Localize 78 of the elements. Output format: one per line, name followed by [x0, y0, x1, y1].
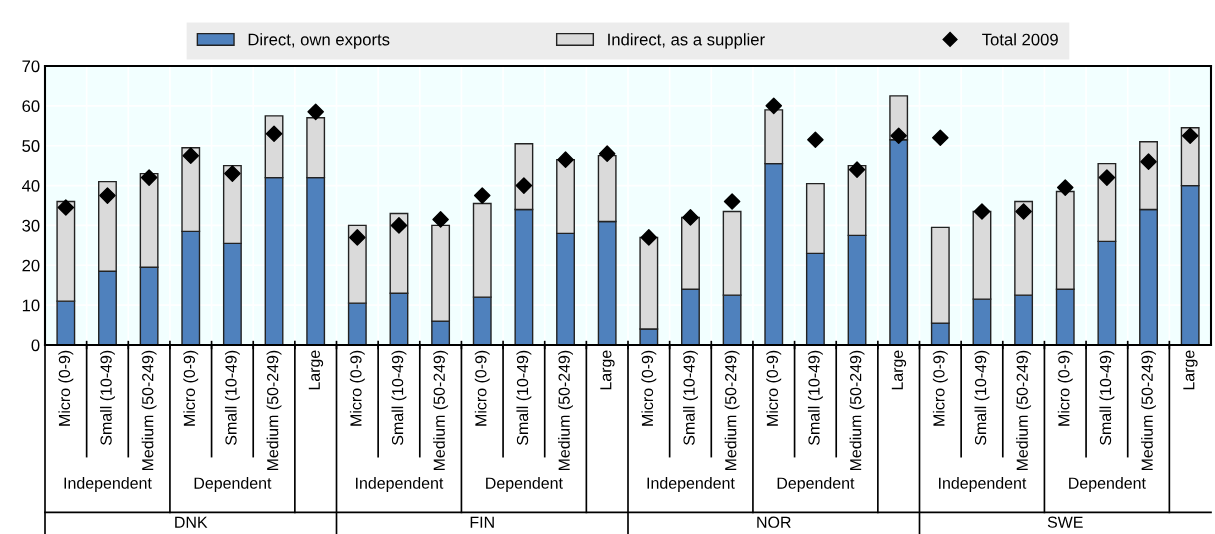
point: [224, 165, 241, 182]
point: [765, 97, 783, 115]
x-tick-label: Medium (50-249): [1016, 350, 1032, 471]
text: FIN: [470, 516, 494, 528]
x-tick-label: Micro (0-9): [58, 350, 74, 426]
x-tick-label: Micro (0-9): [349, 350, 365, 426]
point: [973, 203, 991, 220]
x-tick-label: Micro (0-9): [183, 350, 199, 426]
point: [182, 147, 200, 164]
point: [473, 187, 491, 204]
point: [1056, 179, 1074, 196]
point: [932, 129, 949, 147]
x-tick-label: Medium (50-249): [849, 350, 865, 471]
x-tick-label: Medium (50-249): [724, 350, 740, 471]
point: [640, 229, 658, 246]
point: [723, 193, 741, 210]
point: [682, 209, 699, 226]
x-tick-label: Medium (50-249): [433, 350, 449, 471]
legend-label: Total 2009: [982, 33, 1058, 46]
x-tick-label: Large: [308, 350, 324, 390]
x-tick-label: Small (10-49): [224, 350, 240, 445]
point: [99, 187, 116, 204]
point: [57, 199, 75, 216]
x-tick-label: Large: [891, 350, 907, 390]
x-tick-label: Large: [1183, 350, 1198, 390]
point: [432, 211, 449, 228]
x-tick-label: Micro (0-9): [766, 350, 782, 426]
x-tick-label: Small (10-49): [683, 350, 698, 445]
point: [349, 229, 366, 246]
point: [307, 103, 324, 121]
y-tick-label: 0: [31, 339, 40, 352]
x-tick-label: Small (10-49): [100, 350, 115, 445]
text: DNK: [175, 516, 208, 528]
y-tick-label: 60: [22, 100, 40, 113]
point: [390, 217, 408, 234]
text: Dependent: [1069, 477, 1146, 492]
x-tick-label: Small (10-49): [516, 350, 532, 445]
x-tick-label: Small (10-49): [391, 350, 407, 445]
text: Dependent: [194, 477, 272, 492]
point: [265, 125, 283, 143]
y-tick-label: 10: [22, 299, 40, 312]
point: [557, 151, 574, 168]
text: NOR: [757, 516, 791, 528]
point: [890, 127, 907, 145]
x-tick-label: Micro (0-9): [474, 350, 490, 426]
text: Independent: [64, 477, 152, 492]
y-tick-label: 30: [22, 219, 40, 232]
text: SWE: [1047, 516, 1083, 528]
x-tick-label: Medium (50-249): [266, 350, 282, 471]
y-tick-label: 20: [22, 259, 40, 272]
point: [598, 145, 616, 162]
y-tick-label: 70: [22, 60, 40, 73]
point: [1140, 153, 1157, 170]
x-tick-label: Small (10-49): [1099, 350, 1115, 445]
point: [848, 161, 866, 178]
x-tick-label: Micro (0-9): [641, 350, 657, 426]
text: Independent: [939, 477, 1027, 492]
text: Dependent: [777, 477, 855, 492]
x-tick-label: Medium (50-249): [141, 350, 157, 471]
y-tick-label: 40: [21, 179, 40, 192]
point: [1181, 127, 1199, 145]
x-tick-label: Small (10-49): [974, 350, 990, 445]
point: [807, 131, 824, 149]
legend-label: Direct, own exports: [248, 33, 390, 49]
text: Independent: [356, 477, 444, 492]
x-tick-label: Micro (0-9): [932, 350, 948, 426]
point: [1098, 169, 1116, 186]
x-tick-label: Medium (50-249): [558, 350, 573, 471]
y-tick-label: 50: [22, 140, 40, 152]
point: [1015, 203, 1032, 220]
text: Independent: [647, 477, 735, 492]
point: [140, 169, 158, 186]
x-tick-label: Medium (50-249): [1141, 350, 1156, 471]
x-tick-label: Micro (0-9): [1057, 350, 1073, 426]
legend-label: Indirect, as a supplier: [608, 33, 765, 49]
x-tick-label: Small (10-49): [807, 350, 823, 445]
x-tick-label: Large: [600, 350, 615, 390]
text: Dependent: [486, 477, 563, 492]
